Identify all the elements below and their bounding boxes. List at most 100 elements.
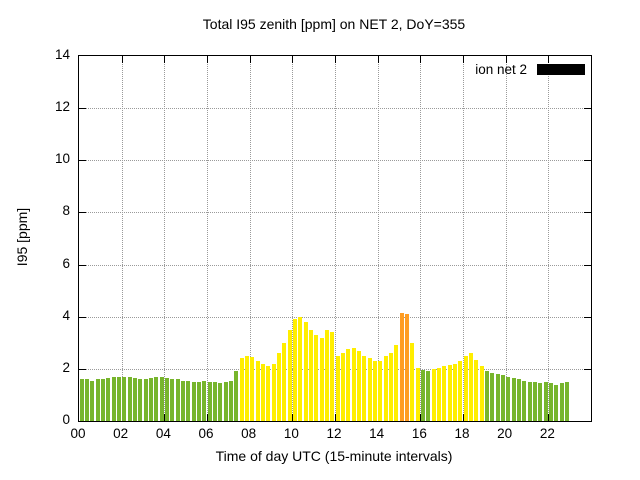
gridline-vertical: [463, 56, 464, 421]
data-bar: [543, 381, 548, 421]
data-bar: [303, 321, 308, 421]
x-tick-mark: [249, 56, 251, 63]
data-bar: [447, 364, 452, 421]
data-bar: [164, 377, 170, 421]
data-bar: [186, 380, 191, 421]
data-bar: [410, 342, 415, 421]
x-axis-label: Time of day UTC (15-minute intervals): [215, 448, 453, 464]
y-tick-mark: [79, 108, 86, 110]
chart-title: Total I95 zenith [ppm] on NET 2, DoY=355: [202, 16, 466, 32]
y-tick-label: 4: [62, 307, 70, 323]
x-tick-mark: [335, 414, 336, 421]
data-bar: [431, 368, 436, 421]
data-bar: [170, 379, 175, 421]
y-tick-label: 12: [54, 99, 70, 115]
x-tick-mark: [463, 56, 464, 63]
gridline-vertical: [207, 56, 208, 421]
x-tick-mark: [505, 56, 507, 63]
legend-label: ion net 2: [475, 62, 527, 77]
data-bar: [458, 361, 463, 421]
data-bar: [346, 349, 351, 421]
y-tick-label: 14: [54, 47, 70, 62]
data-bar: [90, 380, 95, 421]
x-tick-label: 22: [539, 426, 555, 441]
data-bar: [564, 381, 570, 421]
data-bar: [506, 376, 511, 421]
data-bar: [516, 379, 522, 421]
y-tick-mark: [79, 316, 86, 318]
x-tick-mark: [249, 414, 251, 421]
data-bar: [95, 379, 100, 421]
data-bar: [415, 367, 420, 421]
data-bar: [319, 337, 324, 421]
y-tick-mark: [584, 316, 591, 318]
data-bar: [474, 359, 479, 421]
x-tick-mark: [420, 56, 422, 63]
gridline-vertical: [292, 56, 294, 421]
x-tick-mark: [548, 414, 550, 421]
data-bar: [239, 358, 244, 421]
x-tick-mark: [377, 56, 379, 63]
plot-area: ion net 2: [78, 55, 592, 422]
y-tick-label: 10: [54, 151, 70, 167]
data-bar: [287, 329, 292, 421]
data-bar: [143, 379, 148, 421]
x-tick-label: 14: [369, 426, 385, 441]
data-bar: [212, 381, 218, 421]
x-tick-mark: [548, 56, 550, 63]
x-tick-label: 12: [326, 426, 342, 441]
data-bar: [228, 380, 234, 421]
data-bar: [255, 361, 260, 421]
x-tick-mark: [463, 414, 464, 421]
data-bar: [372, 361, 378, 421]
data-bar: [154, 376, 159, 421]
data-bar: [340, 353, 346, 421]
y-tick-mark: [79, 212, 86, 214]
data-bar: [532, 381, 538, 421]
data-bar: [324, 329, 330, 421]
x-tick-label: 04: [155, 426, 171, 441]
data-bar: [463, 355, 468, 421]
data-bar: [138, 379, 143, 421]
x-tick-label: 10: [283, 426, 299, 441]
data-bar: [559, 383, 564, 421]
x-tick-label: 20: [497, 426, 513, 441]
y-tick-mark: [79, 368, 86, 370]
data-bar: [223, 381, 228, 421]
data-bar: [196, 381, 202, 421]
y-tick-mark: [584, 108, 591, 110]
data-bar: [111, 376, 116, 421]
x-tick-mark: [505, 414, 507, 421]
gridline-vertical: [420, 56, 422, 421]
y-tick-label: 0: [62, 412, 70, 427]
data-bar: [383, 355, 388, 421]
data-bar: [100, 379, 106, 421]
x-tick-label: 18: [454, 426, 470, 441]
y-tick-label: 8: [62, 203, 70, 219]
data-bar: [127, 376, 132, 421]
data-bar: [79, 379, 84, 421]
data-bar: [84, 379, 90, 421]
y-axis-label: I95 [ppm]: [14, 207, 30, 267]
x-tick-label: 02: [113, 426, 129, 441]
data-bar: [335, 355, 340, 421]
data-bar: [452, 363, 458, 421]
data-bar: [495, 374, 500, 421]
x-tick-mark: [377, 414, 379, 421]
x-tick-mark: [164, 414, 166, 421]
x-tick-mark: [335, 56, 336, 63]
y-tick-mark: [79, 264, 86, 266]
data-bar: [388, 353, 394, 421]
data-bar: [260, 363, 266, 421]
x-tick-mark: [121, 56, 123, 63]
gridline-vertical: [377, 56, 379, 421]
data-bar: [356, 350, 362, 421]
gridline-vertical: [121, 56, 123, 421]
data-bar: [367, 358, 372, 421]
data-bar: [538, 383, 543, 421]
y-tick-label: 2: [62, 359, 70, 375]
data-bar: [527, 381, 532, 421]
x-tick-mark: [292, 56, 294, 63]
x-tick-mark: [207, 414, 208, 421]
gridline-vertical: [548, 56, 550, 421]
